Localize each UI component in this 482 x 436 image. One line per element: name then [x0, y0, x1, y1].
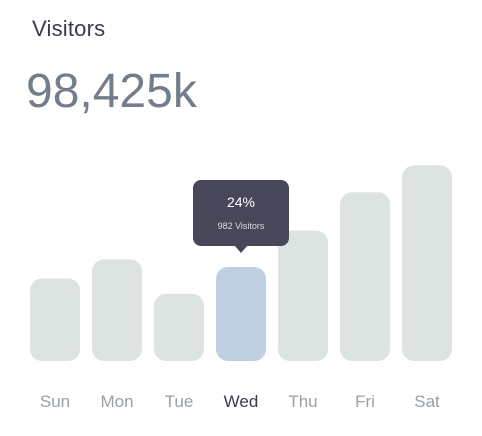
bar-sat[interactable]	[402, 165, 452, 361]
bar-sun[interactable]	[30, 278, 80, 361]
bar-mon[interactable]	[92, 259, 142, 361]
x-tick-label-sun: Sun	[40, 392, 70, 411]
visitors-total: 98,425k	[26, 65, 197, 118]
card-title: Visitors	[32, 16, 106, 41]
x-tick-label-tue: Tue	[165, 392, 194, 411]
tooltip-visitors: 982 Visitors	[217, 221, 265, 231]
bar-wed[interactable]	[216, 267, 266, 361]
x-tick-label-wed: Wed	[224, 392, 259, 411]
bar-tooltip: 24% 982 Visitors	[193, 180, 289, 253]
x-tick-label-fri: Fri	[355, 392, 375, 411]
tooltip-percent: 24%	[226, 194, 256, 210]
x-tick-label-sat: Sat	[414, 392, 440, 411]
bar-fri[interactable]	[340, 192, 390, 361]
x-tick-label-thu: Thu	[288, 392, 317, 411]
bar-thu[interactable]	[278, 230, 328, 361]
bar-tue[interactable]	[154, 293, 204, 361]
x-tick-label-mon: Mon	[100, 392, 133, 411]
